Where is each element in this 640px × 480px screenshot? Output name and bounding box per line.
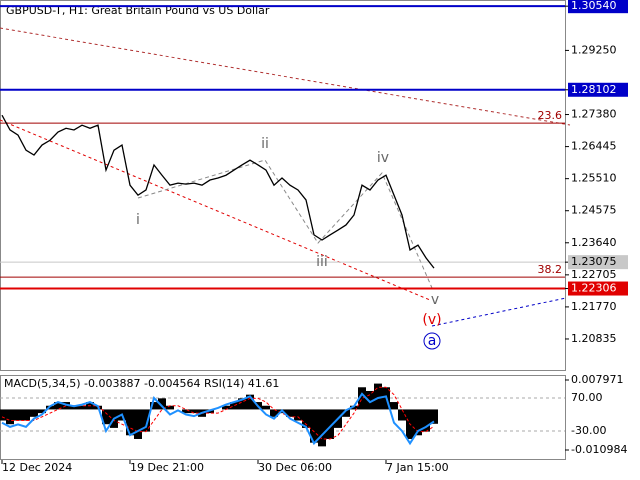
macd-bar — [38, 409, 46, 414]
wave-label: iv — [377, 150, 389, 166]
macd-bar — [262, 405, 270, 410]
y-tick-label: 1.25510 — [571, 172, 617, 185]
macd-bar — [318, 409, 326, 447]
macd-bar — [246, 394, 254, 410]
wave-label: ii — [261, 136, 269, 152]
wave-circle — [423, 332, 441, 350]
macd-bar — [430, 409, 438, 424]
chart-title: GBPUSD-T, H1: Great Britain Pound vs US … — [6, 4, 270, 17]
macd-bar — [390, 402, 398, 410]
y2-tick-label: 70.00 — [571, 391, 603, 404]
macd-bar — [142, 409, 150, 432]
macd-bar — [326, 409, 334, 439]
fib-label: 38.2 — [538, 263, 563, 276]
macd-bar — [422, 409, 430, 432]
tick-label-bg — [568, 0, 628, 14]
x-tick-label: 7 Jan 15:00 — [386, 461, 449, 474]
y-tick-label: 1.20835 — [571, 332, 617, 345]
macd-bar — [150, 402, 158, 410]
wave-label: iii — [316, 254, 328, 270]
y2-tick-label: -30.00 — [571, 424, 606, 437]
macd-bar — [30, 409, 38, 417]
macd-bar — [62, 402, 70, 410]
macd-bar — [366, 390, 374, 410]
x-tick-label: 19 Dec 21:00 — [130, 461, 204, 474]
macd-bar — [230, 402, 238, 410]
macd-bar — [54, 402, 62, 410]
trend-line — [0, 27, 571, 126]
price-line-series — [1, 114, 435, 269]
y-tick-label: 1.24575 — [571, 204, 617, 217]
macd-bar — [182, 409, 190, 414]
macd-bar — [70, 405, 78, 410]
macd-bar — [22, 409, 30, 421]
macd-bar — [294, 409, 302, 421]
x-tick-label: 30 Dec 06:00 — [258, 461, 332, 474]
y-tick-label: 1.23640 — [571, 236, 617, 249]
y-tick-label: 1.30540 — [571, 0, 617, 12]
y-tick-label: 0.007971 — [571, 373, 624, 386]
y-tick-label: 1.22705 — [571, 268, 617, 281]
macd-bar — [102, 409, 110, 425]
y-tick-label: 1.28102 — [571, 83, 617, 96]
tick-label-bg — [568, 82, 628, 97]
macd-bar — [190, 409, 198, 414]
macd-bar — [14, 409, 22, 421]
y-tick-label: 1.22306 — [571, 282, 617, 295]
macd-bar — [342, 409, 350, 417]
y-tick-label: 1.23075 — [571, 255, 617, 268]
macd-bar — [134, 409, 142, 439]
macd-bar — [78, 405, 86, 410]
macd-bar — [126, 409, 134, 436]
wave-label: v — [431, 292, 439, 308]
y-tick-label: 1.21770 — [571, 300, 617, 313]
x-tick-label: 12 Dec 2024 — [2, 461, 72, 474]
macd-bar — [6, 409, 14, 425]
fib-label: 23.6 — [538, 109, 563, 122]
macd-bar — [238, 398, 246, 410]
y-tick-label: 1.29250 — [571, 43, 617, 56]
wave-line — [137, 159, 433, 289]
tick-label-bg — [568, 281, 628, 296]
macd-bar — [166, 405, 174, 410]
y-tick-label: 1.27380 — [571, 108, 617, 121]
macd-bar — [158, 398, 166, 410]
macd-bar — [414, 409, 422, 436]
indicator-title: MACD(5,34,5) -0.003887 -0.004564 RSI(14)… — [4, 377, 279, 390]
tick-label-bg — [568, 255, 628, 270]
macd-bar — [358, 387, 366, 410]
macd-bar — [0, 409, 6, 421]
wave-label: i — [136, 212, 140, 228]
wave-label: (v) — [422, 312, 441, 328]
macd-bar — [286, 409, 294, 417]
macd-bar — [374, 383, 382, 410]
price-frame — [0, 0, 566, 371]
rsi-line — [1, 392, 435, 446]
macd-bar — [270, 409, 278, 417]
macd-bar — [398, 409, 406, 421]
y-tick-label: 1.26445 — [571, 140, 617, 153]
y-tick-label: -0.010984 — [571, 443, 627, 456]
macd-bar — [222, 405, 230, 410]
wave-label: a — [428, 333, 437, 349]
projection-line — [431, 297, 567, 327]
macd-bar — [302, 409, 310, 428]
macd-bar — [350, 405, 358, 410]
macd-bar — [310, 409, 318, 443]
